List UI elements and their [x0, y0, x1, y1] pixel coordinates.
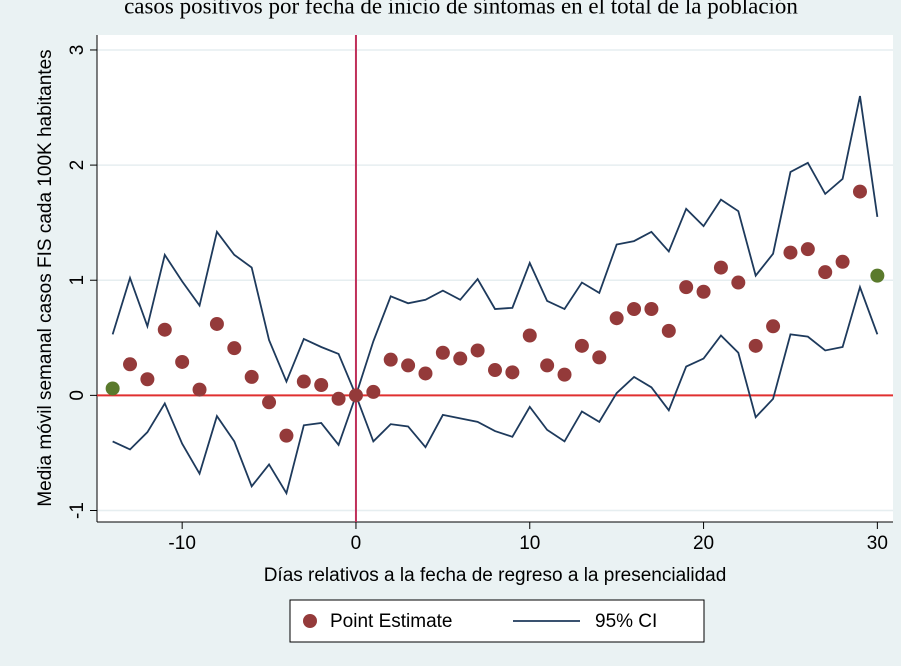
x-tick-label: 30 — [867, 533, 888, 554]
point-estimate — [383, 352, 398, 367]
point-estimate — [175, 354, 190, 369]
chart-title: casos positivos por fecha de inicio de s… — [124, 0, 798, 18]
legend — [289, 599, 705, 643]
point-estimate — [852, 184, 867, 199]
y-axis-title: Media móvil semanal casos FIS cada 100K … — [35, 49, 56, 506]
point-estimate — [192, 382, 207, 397]
point-estimate — [661, 323, 676, 338]
point-estimate — [279, 428, 294, 443]
point-estimate — [227, 341, 242, 356]
point-estimate — [470, 343, 485, 358]
point-estimate — [818, 265, 833, 280]
point-estimate — [870, 268, 885, 283]
x-tick-label: -10 — [168, 533, 195, 554]
legend-marker — [303, 614, 317, 628]
x-axis-title: Días relativos a la fecha de regreso a l… — [264, 565, 727, 586]
point-estimate — [140, 372, 155, 387]
y-tick-label: 3 — [67, 45, 88, 56]
point-estimate — [644, 302, 659, 317]
y-tick-label: 2 — [67, 160, 88, 171]
point-estimate — [627, 302, 642, 317]
y-tick-label: 1 — [67, 275, 88, 286]
point-estimate — [401, 358, 416, 373]
point-estimate — [314, 377, 329, 392]
point-estimate — [540, 358, 555, 373]
x-tick-label: 10 — [519, 533, 540, 554]
point-estimate — [574, 338, 589, 353]
point-estimate — [505, 365, 520, 380]
legend-label: Point Estimate — [330, 611, 453, 632]
point-estimate — [557, 367, 572, 382]
point-estimate — [105, 381, 120, 396]
point-estimate — [679, 280, 694, 295]
plot-area — [97, 35, 893, 522]
point-estimate — [731, 275, 746, 290]
point-estimate — [348, 388, 363, 403]
y-tick-label: -1 — [67, 502, 88, 519]
point-estimate — [522, 328, 537, 343]
point-estimate — [435, 345, 450, 360]
point-estimate — [748, 338, 763, 353]
point-estimate — [453, 351, 468, 366]
point-estimate — [418, 366, 433, 381]
point-estimate — [696, 284, 711, 299]
point-estimate — [766, 319, 781, 334]
point-estimate — [592, 350, 607, 365]
point-estimate — [296, 374, 311, 389]
point-estimate — [244, 369, 259, 384]
point-estimate — [609, 311, 624, 326]
point-estimate — [488, 363, 502, 378]
point-estimate — [800, 242, 815, 257]
point-estimate — [331, 391, 346, 406]
ci-upper — [111, 95, 879, 398]
point-estimate — [366, 384, 381, 399]
legend-label: 95% CI — [595, 611, 657, 632]
point-estimate — [157, 322, 172, 337]
ci-lower — [112, 284, 879, 496]
point-estimate — [713, 260, 728, 275]
point-estimate — [783, 245, 798, 260]
point-estimate — [835, 254, 850, 269]
x-tick-label: 20 — [693, 533, 714, 554]
point-estimate — [262, 395, 277, 410]
point-estimate — [123, 357, 138, 372]
y-tick-label: 0 — [67, 390, 88, 401]
point-estimate — [209, 316, 224, 331]
x-tick-label: 0 — [351, 533, 362, 554]
